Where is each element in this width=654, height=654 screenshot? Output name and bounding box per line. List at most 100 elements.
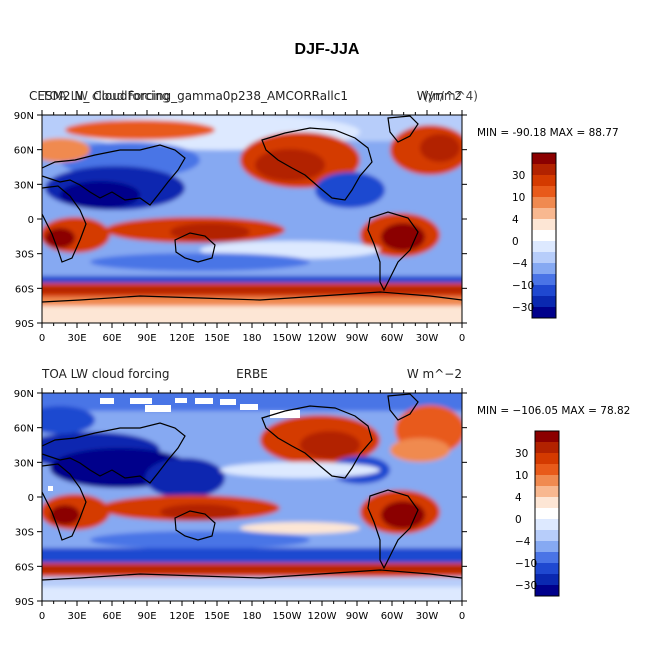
colorbar-swatch: [535, 574, 559, 586]
colorbar-tick-label: −10: [515, 558, 537, 570]
coast-australia: [174, 510, 216, 541]
colorbar-tick-label: 4: [512, 214, 519, 226]
coast-africa: [42, 463, 87, 541]
x-tick-label: 0: [39, 333, 45, 344]
colorbar-swatch: [532, 208, 556, 220]
colorbar-swatch: [535, 464, 559, 476]
colorbar-swatch: [535, 585, 559, 597]
coast-north-america: [261, 405, 373, 479]
x-tick-label: 180: [242, 333, 261, 344]
colorbar-frame: [531, 152, 557, 319]
colorbar-swatch: [532, 186, 556, 198]
colorbar-tick-label: 10: [512, 192, 525, 204]
colorbar-swatch: [532, 219, 556, 231]
y-tick-label: 30N: [14, 180, 34, 191]
colorbar-swatch: [532, 241, 556, 253]
panel-1-field: [42, 115, 462, 323]
y-tick-label: 0: [28, 493, 34, 504]
colorbar-swatch: [535, 530, 559, 542]
y-tick-label: 60N: [14, 424, 34, 435]
coast-greenland: [387, 115, 419, 143]
coast-antarctica: [42, 569, 462, 581]
x-tick-label: 90W: [346, 333, 369, 344]
map-panel-2: TOA LW cloud forcing ERBE W m^−2: [14, 367, 631, 622]
panel-1-stats: MIN = -90.18 MAX = 88.77: [477, 127, 619, 139]
x-tick-label: 90W: [346, 611, 369, 622]
colorbar-swatch: [535, 475, 559, 487]
x-tick-label: 180: [242, 611, 261, 622]
colorbar-swatch: [535, 486, 559, 498]
colorbar-tick-label: 30: [515, 448, 528, 460]
colorbar-swatch: [532, 164, 556, 176]
y-tick-label: 90S: [15, 597, 34, 608]
y-tick-label: 90S: [15, 319, 34, 330]
x-tick-label: 0: [39, 611, 45, 622]
colorbar-swatch: [532, 263, 556, 275]
x-tick-label: 150E: [204, 333, 229, 344]
colorbar-tick-label: 30: [512, 170, 525, 182]
x-tick-label: 90E: [137, 333, 156, 344]
panel-1-colorbar: 30 10 4 0 −4 −10 −30: [512, 152, 557, 319]
panel-1-coastlines: [42, 115, 462, 303]
colorbar-swatch: [532, 230, 556, 242]
panel-1-left-label: CESM2 N_ CloudForcing_gamma0p238_AMCORRa…: [29, 89, 348, 103]
x-tick-label: 150E: [204, 611, 229, 622]
x-tick-label: 120E: [169, 611, 194, 622]
y-tick-label: 30S: [15, 250, 34, 261]
x-tick-label: 60E: [102, 611, 121, 622]
x-tick-label: 30W: [416, 333, 439, 344]
coast-antarctica: [42, 291, 462, 303]
colorbar-swatch: [532, 175, 556, 187]
panel-2-coastlines: [42, 393, 462, 581]
colorbar-tick-label: −30: [512, 302, 534, 314]
panel-2-stats: MIN = −106.05 MAX = 78.82: [477, 405, 630, 417]
coast-north-america: [261, 127, 373, 201]
y-tick-label: 30N: [14, 458, 34, 469]
x-tick-label: 120W: [308, 611, 337, 622]
colorbar-swatch: [535, 431, 559, 443]
coast-australia: [174, 232, 216, 263]
y-tick-label: 30S: [15, 528, 34, 539]
x-tick-label: 60W: [381, 333, 404, 344]
colorbar-swatch: [532, 274, 556, 286]
x-tick-label: 120W: [308, 333, 337, 344]
colorbar-swatch: [535, 541, 559, 553]
x-tick-label: 0: [459, 333, 465, 344]
panel-2-center-label: ERBE: [236, 367, 268, 381]
colorbar-tick-label: 0: [512, 236, 519, 248]
colorbar-swatch: [535, 563, 559, 575]
colorbar-swatch: [532, 153, 556, 165]
colorbar-swatch: [532, 296, 556, 308]
colorbar-tick-label: −30: [515, 580, 537, 592]
colorbar-swatch: [532, 197, 556, 209]
coast-africa: [42, 185, 87, 263]
panel-2-left-label: TOA LW cloud forcing: [41, 367, 170, 381]
panel-2-colorbar: 30 10 4 0 −4 −10 −30: [515, 430, 560, 597]
x-tick-label: 30E: [67, 611, 86, 622]
x-tick-label: 60E: [102, 333, 121, 344]
map-panel-1: CESM2 N_ CloudForcing_gamma0p238_AMCORRa…: [14, 89, 619, 344]
coast-south-america: [367, 211, 419, 292]
colorbar-swatch: [532, 285, 556, 297]
y-tick-label: 60S: [15, 562, 34, 573]
x-tick-label: 30E: [67, 333, 86, 344]
colorbar-swatch: [535, 442, 559, 454]
x-tick-label: 120E: [169, 333, 194, 344]
panel-1-right-label-overlap: (yr/m^4): [423, 89, 478, 103]
panel-1-right-label: W/m^2: [417, 89, 462, 103]
colorbar-swatch: [535, 453, 559, 465]
panel-1-axes: 0 30E 60E 90E 120E 150E 180 150W 120W 90W 60W 30W 09…: [14, 110, 467, 344]
coast-eurasia: [42, 422, 186, 484]
coast-greenland: [387, 393, 419, 421]
panel-2-right-label: W m^−2: [407, 367, 462, 381]
colorbar-swatch: [535, 519, 559, 531]
colorbar-tick-label: −10: [512, 280, 534, 292]
panel-1-left-label-overlap: TOA LW cloud forcing: [41, 89, 170, 103]
panel-2-missing-data: [48, 398, 300, 491]
coast-eurasia: [42, 144, 186, 206]
colorbar-swatch: [532, 252, 556, 264]
x-tick-label: 150W: [273, 611, 302, 622]
y-tick-label: 90N: [14, 389, 34, 400]
colorbar-swatch: [532, 307, 556, 319]
